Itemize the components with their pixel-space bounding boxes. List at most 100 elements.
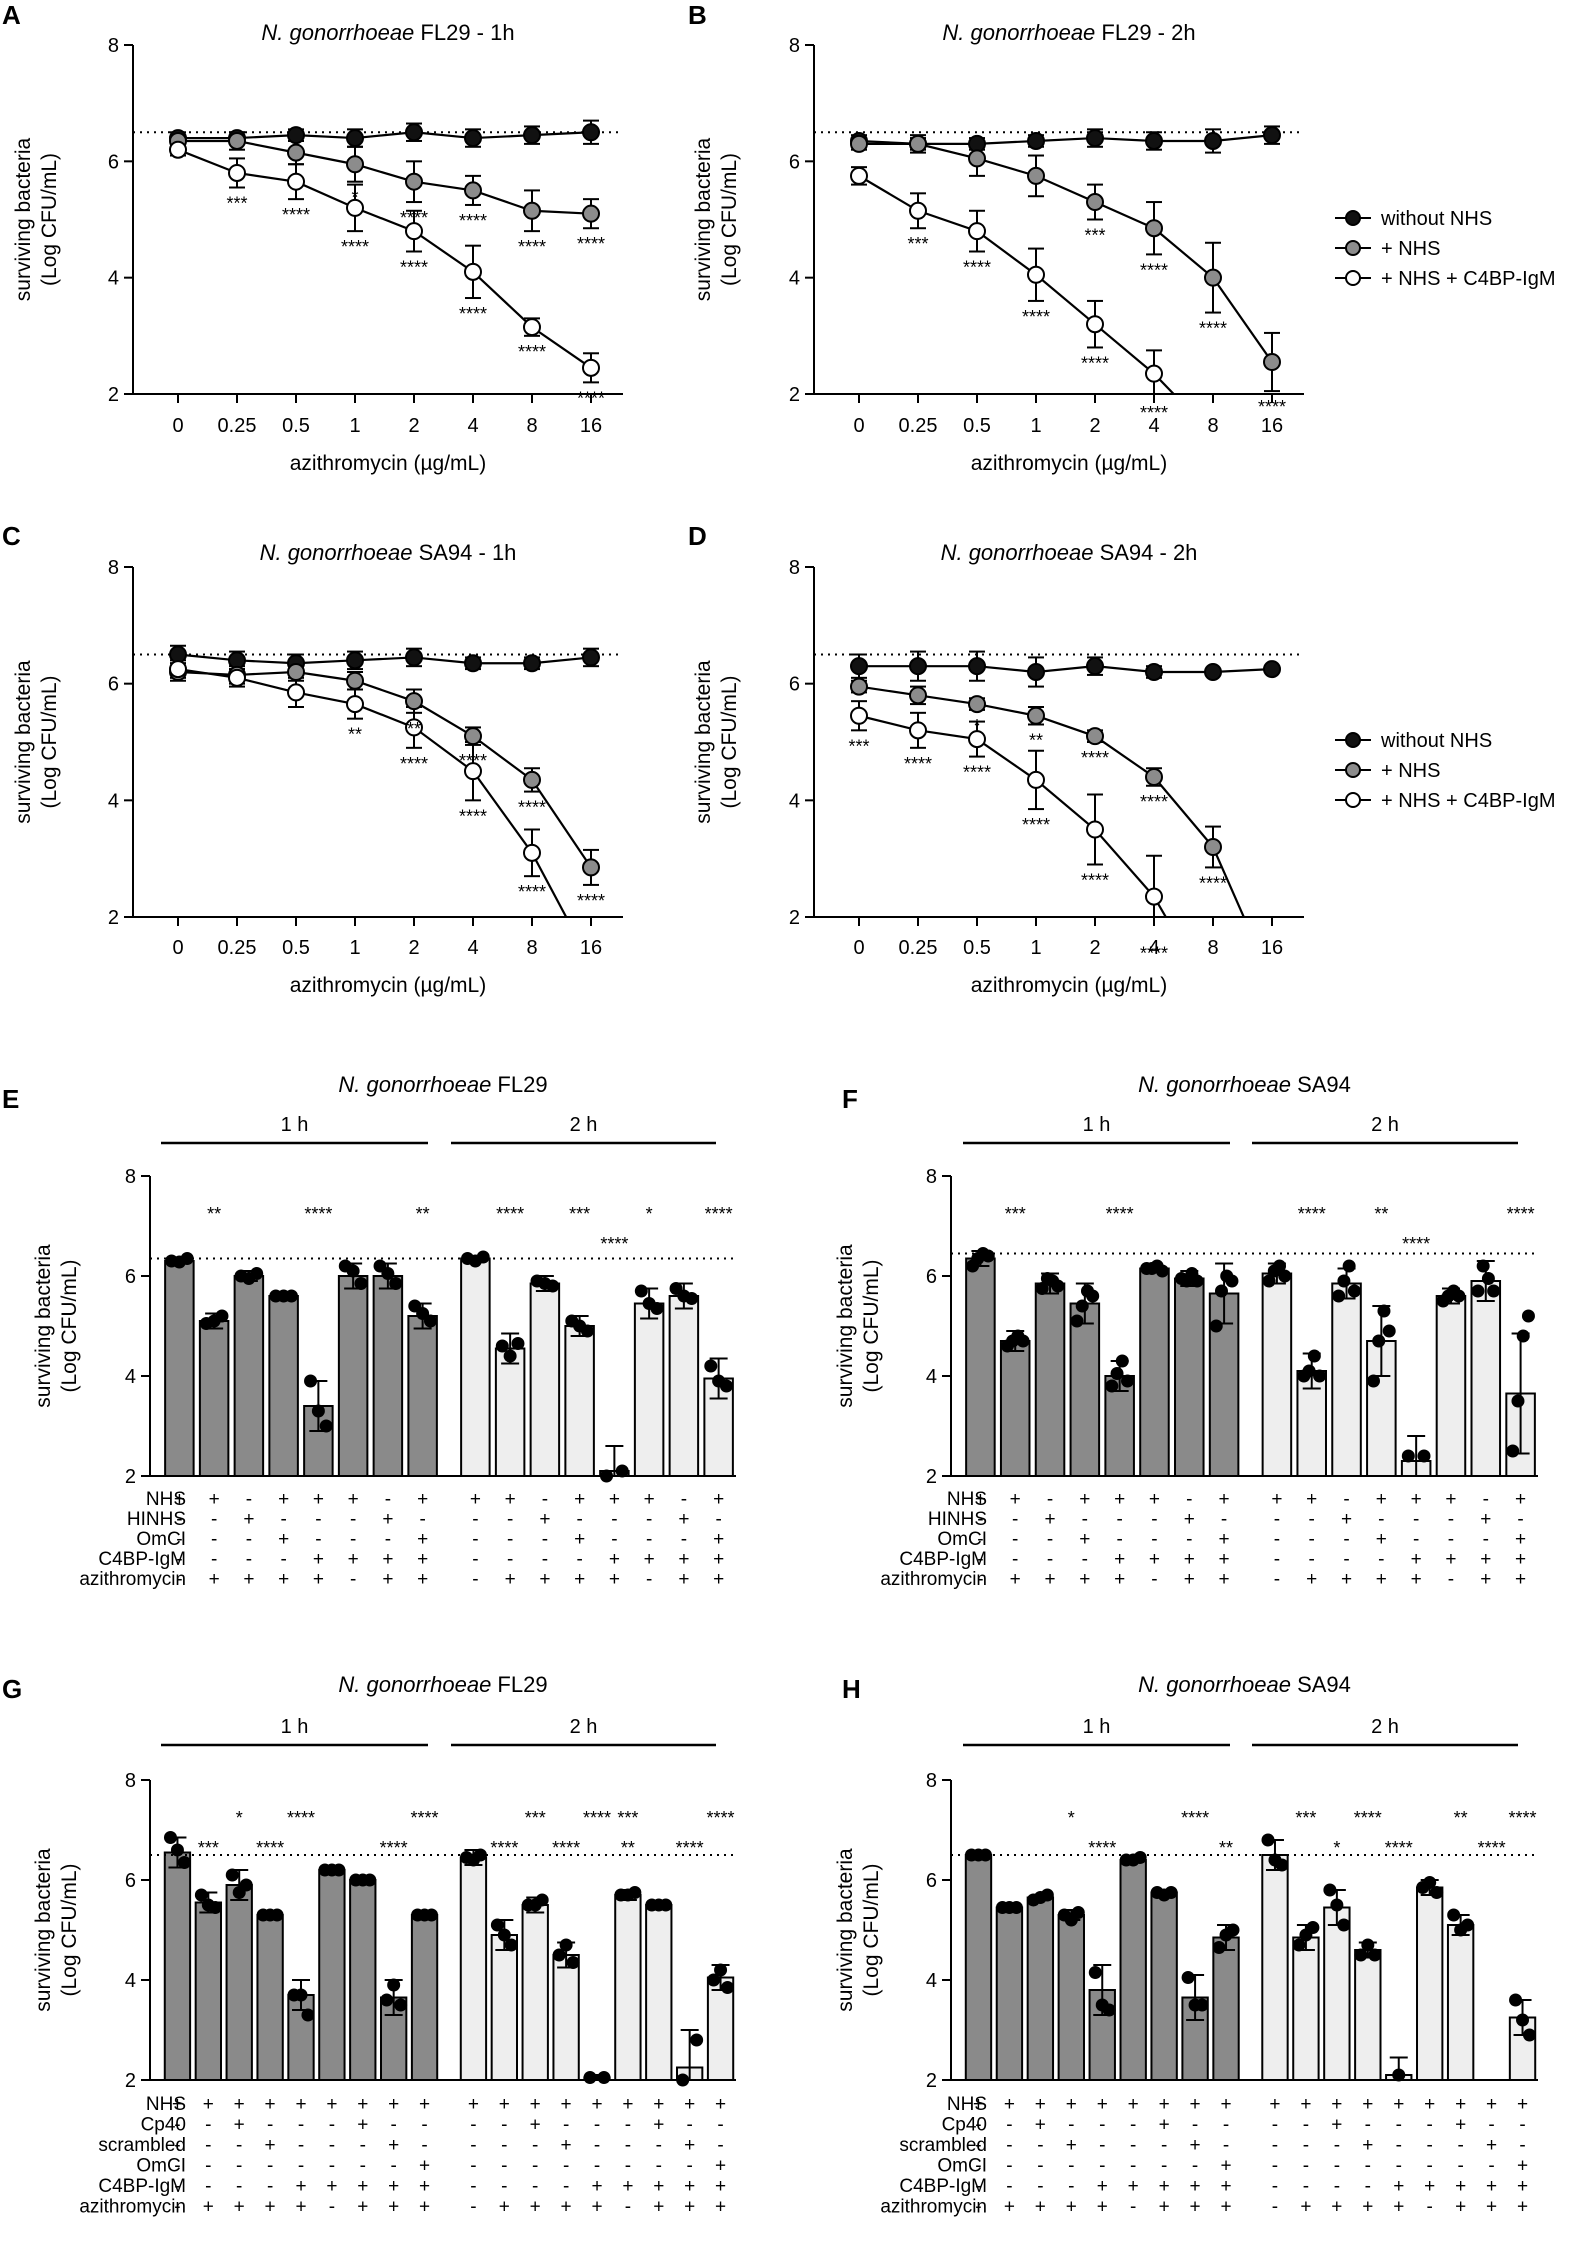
x-tick-label: 0.25 [218, 937, 257, 959]
legend-marker [1345, 792, 1361, 808]
data-point [582, 358, 600, 377]
condition-mark: - [501, 2176, 507, 2197]
condition-mark: + [382, 1509, 393, 1530]
replicate-dot [1088, 1966, 1102, 1979]
condition-mark: - [1116, 1529, 1122, 1550]
series-line [177, 667, 568, 917]
condition-label: C4BP-IgM [98, 1549, 186, 1570]
legend-label: without NHS [1380, 730, 1492, 752]
bar [529, 1282, 561, 1477]
x-tick-label: 1 [1030, 937, 1041, 959]
y-axis-label: surviving bacteria [834, 1244, 857, 1408]
x-tick-label: 2 [408, 415, 419, 437]
replicate-dot [1337, 1918, 1351, 1932]
condition-mark: + [1515, 1529, 1526, 1550]
y-axis-label: (Log CFU/mL) [58, 1863, 81, 1996]
bar [1261, 1854, 1289, 2081]
replicate-dot [394, 1998, 408, 2012]
y-axis-label: surviving bacteria [692, 137, 715, 301]
significance-label: * [646, 1204, 653, 1224]
replicate-dot [1102, 2003, 1116, 2017]
condition-mark: + [1035, 2115, 1046, 2136]
condition-mark: - [329, 2135, 335, 2156]
data-point [1263, 353, 1281, 372]
title-strain: FL29 - 1h [414, 20, 514, 45]
condition-mark: + [713, 1529, 724, 1550]
replicate-dot [1190, 1274, 1204, 1288]
condition-mark: - [1303, 2135, 1309, 2156]
title-species: N. gonorrhoeae [941, 540, 1094, 565]
significance-label: **** [1081, 353, 1109, 373]
x-tick-label: 2 [1089, 937, 1100, 959]
significance-label: ** [1454, 1808, 1468, 1828]
condition-mark: + [419, 2197, 430, 2218]
condition-mark: - [1365, 2156, 1371, 2177]
bar [198, 1320, 230, 1477]
y-tick-label: 8 [789, 35, 800, 57]
significance-label: **** [707, 1808, 735, 1828]
significance-label: **** [676, 1838, 704, 1858]
x-tick-label: 16 [580, 937, 602, 959]
condition-mark: + [1486, 2135, 1497, 2156]
condition-mark: + [1184, 1549, 1195, 1570]
condition-mark: - [267, 2115, 273, 2136]
bar [552, 1954, 580, 2081]
condition-mark: + [388, 2176, 399, 2197]
condition-mark: + [382, 1549, 393, 1570]
x-tick-label: 4 [1148, 415, 1159, 437]
condition-mark: - [1309, 1509, 1315, 1530]
data-point [909, 686, 927, 705]
data-point [1086, 315, 1104, 334]
y-axis-label: (Log CFU/mL) [718, 153, 741, 286]
condition-mark: - [1334, 2135, 1340, 2156]
significance-label: ** [1374, 1204, 1388, 1224]
replicate-dot [1511, 1394, 1525, 1408]
data-point [346, 695, 364, 714]
condition-mark: + [1159, 2197, 1170, 2218]
condition-mark: + [684, 2135, 695, 2156]
condition-mark: + [1480, 1549, 1491, 1570]
significance-label: **** [341, 237, 369, 257]
replicate-dot [387, 1978, 401, 1992]
bar [706, 1976, 735, 2081]
replicate-dot [634, 1284, 648, 1298]
condition-mark: - [542, 1529, 548, 1550]
condition-mark: - [174, 2156, 180, 2177]
series-line [858, 174, 1176, 394]
panel-letter: G [2, 1674, 22, 1704]
group-label: 1 h [1083, 1716, 1111, 1738]
condition-mark: - [975, 2156, 981, 2177]
panel-c: C N. gonorrhoeae SA94 - 1h 2 4 6 8 surviving b… [2, 521, 623, 997]
bar [1323, 1906, 1351, 2081]
data-point [1086, 820, 1104, 839]
replicate-dot [1262, 1274, 1276, 1288]
y-axis-label: (Log CFU/mL) [718, 675, 741, 808]
condition-mark: + [1486, 2176, 1497, 2197]
condition-mark: - [176, 1569, 182, 1590]
replicate-dot [194, 1888, 208, 1902]
condition-mark: + [975, 1489, 986, 1510]
condition-mark: + [713, 1569, 724, 1590]
replicate-dot [1155, 1264, 1169, 1278]
replicate-dot [1452, 1289, 1466, 1303]
legend-marker [1345, 210, 1361, 226]
condition-mark: + [1455, 2176, 1466, 2197]
condition-mark: + [1331, 2197, 1342, 2218]
replicate-dot [650, 1302, 664, 1315]
condition-mark: - [472, 1549, 478, 1570]
legend-marker [1345, 240, 1361, 256]
panel-title: N. gonorrhoeae SA94 - 2h [941, 540, 1198, 565]
condition-mark: - [1272, 2176, 1278, 2197]
panel-letter: A [2, 0, 21, 30]
condition-mark: - [315, 1509, 321, 1530]
condition-mark: + [574, 1569, 585, 1590]
condition-mark: - [267, 2156, 273, 2177]
condition-mark: + [644, 1489, 655, 1510]
condition-label: Cp40 [141, 2115, 186, 2136]
replicate-dot [1372, 1334, 1386, 1348]
condition-mark: + [348, 1489, 359, 1510]
condition-mark: - [1130, 2197, 1136, 2218]
condition-mark: - [1396, 2135, 1402, 2156]
panel-letter: C [2, 521, 21, 551]
replicate-dot [1516, 2013, 1530, 2027]
